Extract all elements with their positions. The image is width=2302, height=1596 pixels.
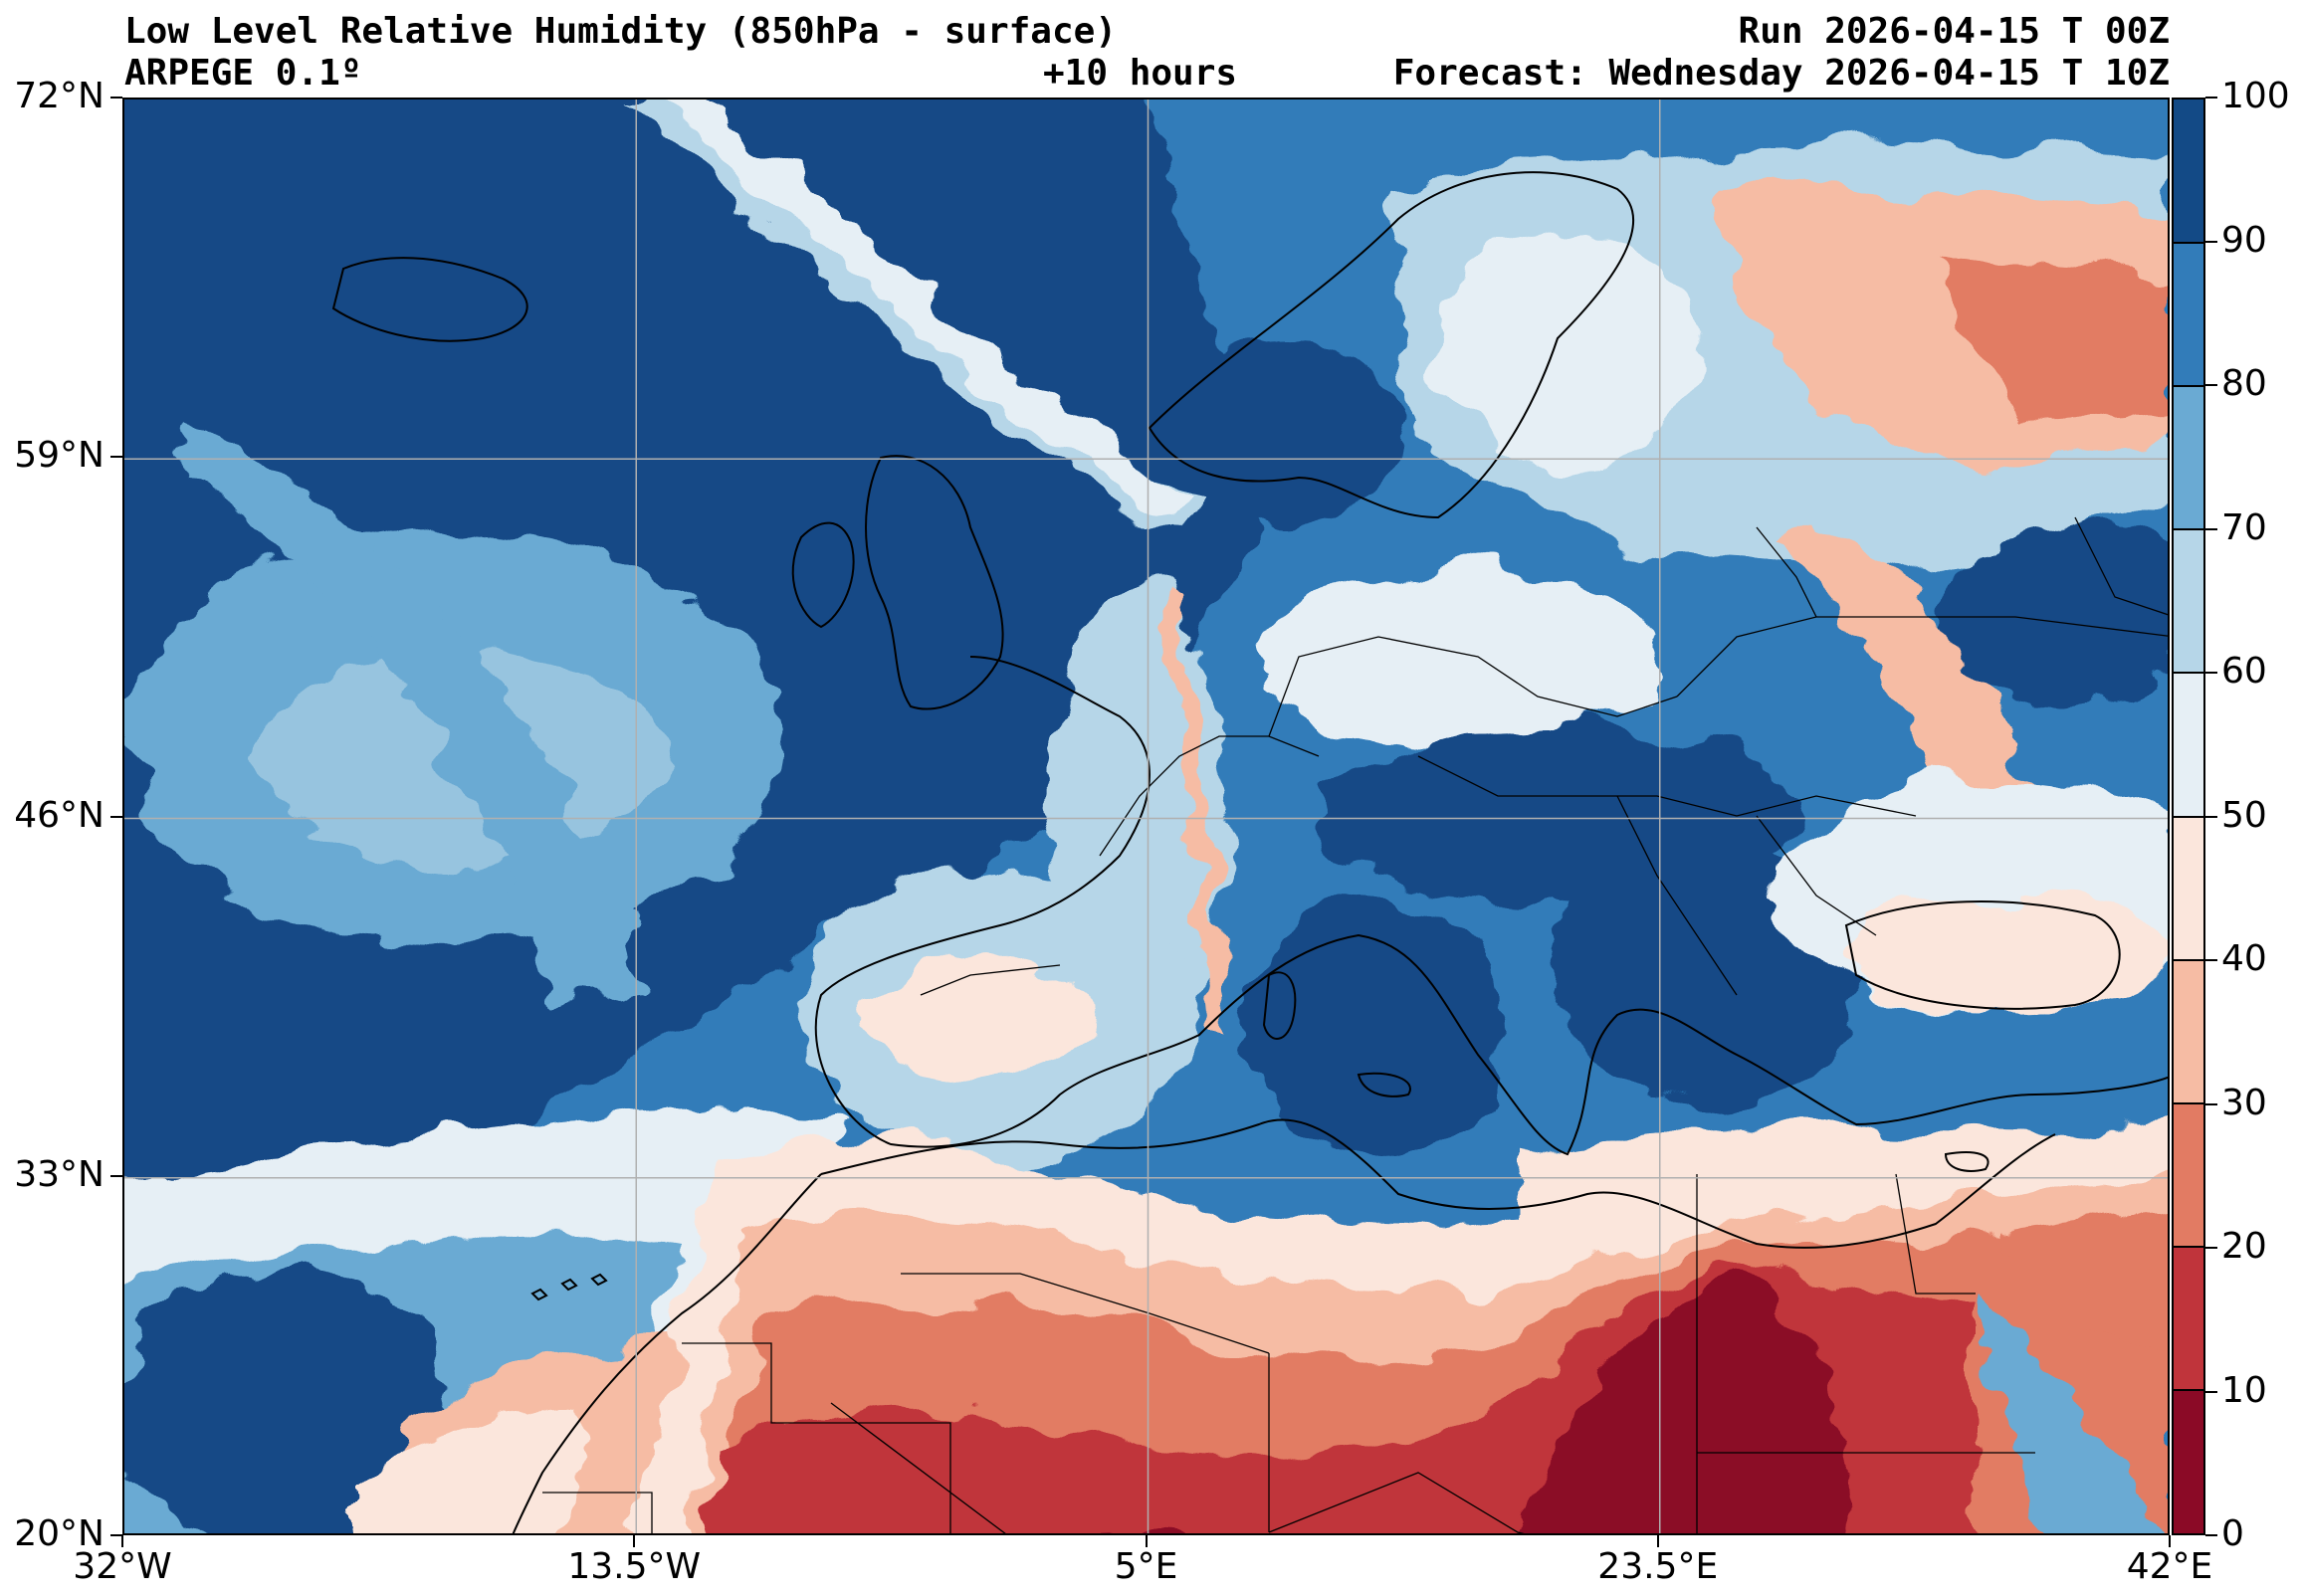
colorbar-band (2174, 1102, 2203, 1248)
colorbar-separator (2174, 528, 2203, 531)
colorbar-tick-mark (2205, 527, 2217, 530)
colorbar-tick-mark (2205, 97, 2217, 99)
colorbar-tick-label: 90 (2221, 219, 2267, 261)
latitude-tick-label: 59°N (14, 435, 105, 477)
longitude-tick-label: 5°E (1114, 1546, 1178, 1587)
country-borders (542, 516, 2168, 1533)
latitude-tick-label: 20°N (14, 1513, 105, 1554)
run-label: Run 2026-04-15 T 00Z (1738, 11, 2170, 52)
forecast-label: Forecast: Wednesday 2026-04-15 T 10Z (1392, 53, 2170, 94)
latitude-tick-mark (110, 815, 122, 818)
colorbar-separator (2174, 1245, 2203, 1248)
colorbar-band (2174, 1246, 2203, 1391)
colorbar-separator (2174, 815, 2203, 818)
humidity-field (124, 100, 2168, 1533)
latitude-tick-mark (110, 97, 122, 99)
colorbar-separator (2174, 958, 2203, 961)
colorbar-separator (2174, 385, 2203, 388)
colorbar-separator (2174, 1388, 2203, 1391)
latitude-tick-mark (110, 1534, 122, 1536)
colorbar-band (2174, 1389, 2203, 1533)
colorbar-tick-label: 20 (2221, 1226, 2267, 1267)
latitude-tick-label: 46°N (14, 794, 105, 836)
colorbar-tick-mark (2205, 1534, 2217, 1536)
latitude-tick-label: 72°N (14, 76, 105, 116)
colorbar-tick-mark (2205, 1102, 2217, 1105)
colorbar-band (2174, 959, 2203, 1104)
colorbar-band (2174, 816, 2203, 961)
colorbar-tick-label: 30 (2221, 1082, 2267, 1123)
longitude-tick-label: 32°W (73, 1546, 172, 1587)
colorbar-tick-label: 60 (2221, 651, 2267, 692)
map-title: Low Level Relative Humidity (850hPa - su… (124, 11, 1117, 52)
longitude-tick-mark (633, 1535, 636, 1547)
colorbar-band (2174, 529, 2203, 675)
colorbar-band (2174, 673, 2203, 818)
longitude-tick-mark (1656, 1535, 1659, 1547)
latitude-tick-mark (110, 1174, 122, 1177)
longitude-tick-mark (121, 1535, 123, 1547)
longitude-tick-label: 23.5°E (1597, 1546, 1719, 1587)
longitude-tick-label: 13.5°W (567, 1546, 702, 1587)
coastlines (331, 171, 2168, 1533)
colorbar-band (2174, 243, 2203, 388)
colorbar-band (2174, 386, 2203, 531)
colorbar-tick-label: 50 (2221, 794, 2267, 836)
colorbar-tick-label: 80 (2221, 363, 2267, 404)
longitude-tick-mark (2169, 1535, 2171, 1547)
colorbar-band (2174, 100, 2203, 245)
colorbar-tick-mark (2205, 1390, 2217, 1393)
humidity-map (122, 98, 2170, 1535)
latitude-tick-label: 33°N (14, 1153, 105, 1195)
colorbar-tick-label: 0 (2221, 1513, 2244, 1554)
colorbar (2172, 98, 2205, 1535)
colorbar-tick-mark (2205, 384, 2217, 386)
colorbar-tick-mark (2205, 815, 2217, 818)
latitude-tick-mark (110, 456, 122, 459)
gridlines (124, 100, 2168, 1533)
colorbar-separator (2174, 242, 2203, 245)
colorbar-separator (2174, 1101, 2203, 1104)
colorbar-tick-mark (2205, 672, 2217, 674)
colorbar-tick-label: 70 (2221, 506, 2267, 548)
colorbar-tick-label: 100 (2221, 76, 2290, 116)
lead-time-label: +10 hours (1043, 53, 1238, 94)
colorbar-tick-mark (2205, 240, 2217, 243)
longitude-tick-label: 42°E (2126, 1546, 2213, 1587)
colorbar-tick-label: 10 (2221, 1369, 2267, 1411)
colorbar-separator (2174, 672, 2203, 675)
model-label: ARPEGE 0.1º (124, 53, 362, 94)
colorbar-tick-label: 40 (2221, 938, 2267, 979)
colorbar-tick-mark (2205, 959, 2217, 961)
longitude-tick-mark (1145, 1535, 1148, 1547)
colorbar-tick-mark (2205, 1247, 2217, 1249)
